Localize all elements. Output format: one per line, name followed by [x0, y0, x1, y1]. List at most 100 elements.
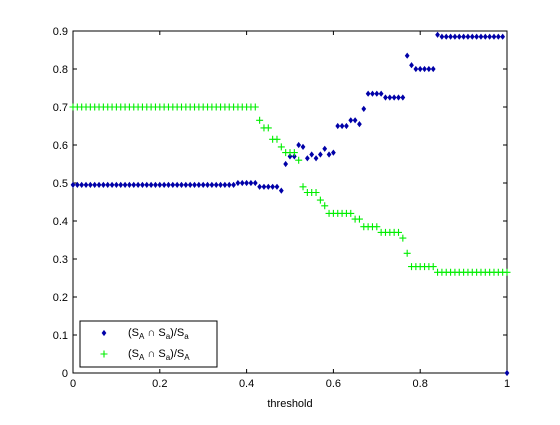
- data-point: [487, 33, 493, 40]
- legend-marker-plus: [100, 350, 108, 358]
- x-tick-label: 0.8: [413, 378, 428, 390]
- data-point: [296, 141, 302, 149]
- data-point: [495, 33, 501, 40]
- data-point: [400, 94, 406, 101]
- data-point: [96, 181, 102, 188]
- data-point: [131, 181, 137, 188]
- data-marks: [69, 31, 511, 377]
- data-point: [109, 181, 115, 188]
- data-point: [399, 234, 407, 242]
- legend-diamond-mark: [101, 329, 107, 337]
- series-1: [70, 31, 510, 377]
- data-point: [316, 196, 324, 204]
- x-axis-label: threshold: [267, 398, 312, 410]
- legend-label-1: (SA ∩ Sa)/Sa: [128, 327, 189, 341]
- axes-box: [72, 30, 508, 374]
- data-point: [373, 223, 381, 231]
- data-point: [322, 145, 328, 152]
- data-point: [504, 369, 510, 377]
- data-point: [140, 181, 145, 188]
- y-tick-label: 0.9: [53, 26, 68, 38]
- data-point: [426, 65, 432, 73]
- data-point: [318, 151, 323, 158]
- data-point: [435, 31, 440, 38]
- data-point: [283, 160, 289, 168]
- data-point: [118, 181, 124, 188]
- data-point: [404, 52, 410, 59]
- data-point: [183, 181, 189, 188]
- data-point: [287, 153, 293, 160]
- data-point: [409, 62, 414, 69]
- data-point: [491, 33, 497, 40]
- y-tick-label: 0.5: [53, 178, 68, 190]
- data-point: [170, 181, 176, 188]
- data-point: [87, 181, 93, 188]
- data-point: [179, 181, 184, 188]
- data-point: [355, 215, 363, 223]
- data-point: [166, 181, 171, 188]
- data-point: [122, 181, 128, 188]
- y-tick-label: 0.8: [53, 64, 68, 76]
- data-point: [92, 181, 98, 188]
- data-point: [213, 181, 219, 188]
- series-2: [69, 103, 511, 276]
- x-tick-label: 1: [504, 378, 510, 390]
- data-point: [70, 181, 76, 188]
- data-point: [391, 94, 397, 101]
- data-point: [321, 202, 329, 210]
- data-point: [187, 181, 193, 188]
- data-point: [231, 181, 236, 188]
- data-point: [83, 181, 89, 188]
- data-point: [309, 151, 315, 158]
- data-point: [244, 179, 249, 187]
- data-point: [500, 33, 506, 40]
- data-point: [443, 33, 449, 40]
- data-point: [313, 155, 319, 162]
- data-point: [235, 179, 241, 187]
- data-point: [417, 65, 423, 73]
- data-point: [205, 181, 210, 188]
- legend-marker-diamond: [101, 329, 107, 337]
- legend-label-2: (SA ∩ Sa)/SA: [128, 348, 190, 362]
- data-point: [114, 181, 119, 188]
- data-point: [331, 149, 336, 156]
- y-tick-label: 0.4: [53, 216, 68, 228]
- data-point: [261, 183, 267, 190]
- data-point: [448, 33, 453, 40]
- data-point: [291, 153, 297, 160]
- data-point: [348, 117, 354, 124]
- data-point: [478, 33, 484, 40]
- data-point: [278, 187, 284, 194]
- data-point: [144, 181, 150, 188]
- data-point: [273, 135, 281, 143]
- data-point: [378, 90, 384, 97]
- data-point: [218, 181, 223, 188]
- y-tick-label: 0.3: [53, 254, 68, 266]
- data-point: [135, 181, 141, 188]
- data-point: [239, 179, 245, 187]
- legend: (SA ∩ Sa)/Sa (SA ∩ Sa)/SA: [79, 320, 218, 368]
- data-point: [252, 179, 258, 187]
- y-tick-label: 0.1: [53, 330, 68, 342]
- data-point: [383, 94, 388, 101]
- data-point: [304, 155, 310, 162]
- data-point: [200, 181, 206, 188]
- data-point: [148, 181, 154, 188]
- data-point: [344, 122, 349, 130]
- data-point: [339, 122, 345, 130]
- y-tick-label: 0.7: [53, 102, 68, 114]
- data-point: [222, 181, 228, 188]
- data-point: [248, 179, 254, 187]
- data-point: [209, 181, 215, 188]
- data-point: [474, 33, 479, 40]
- data-point: [335, 122, 341, 130]
- data-point: [374, 90, 380, 97]
- data-point: [257, 183, 262, 190]
- data-point: [300, 143, 306, 150]
- x-tick-label: 0.4: [239, 378, 254, 390]
- data-point: [439, 33, 445, 40]
- data-point: [312, 189, 320, 196]
- data-point: [264, 124, 272, 132]
